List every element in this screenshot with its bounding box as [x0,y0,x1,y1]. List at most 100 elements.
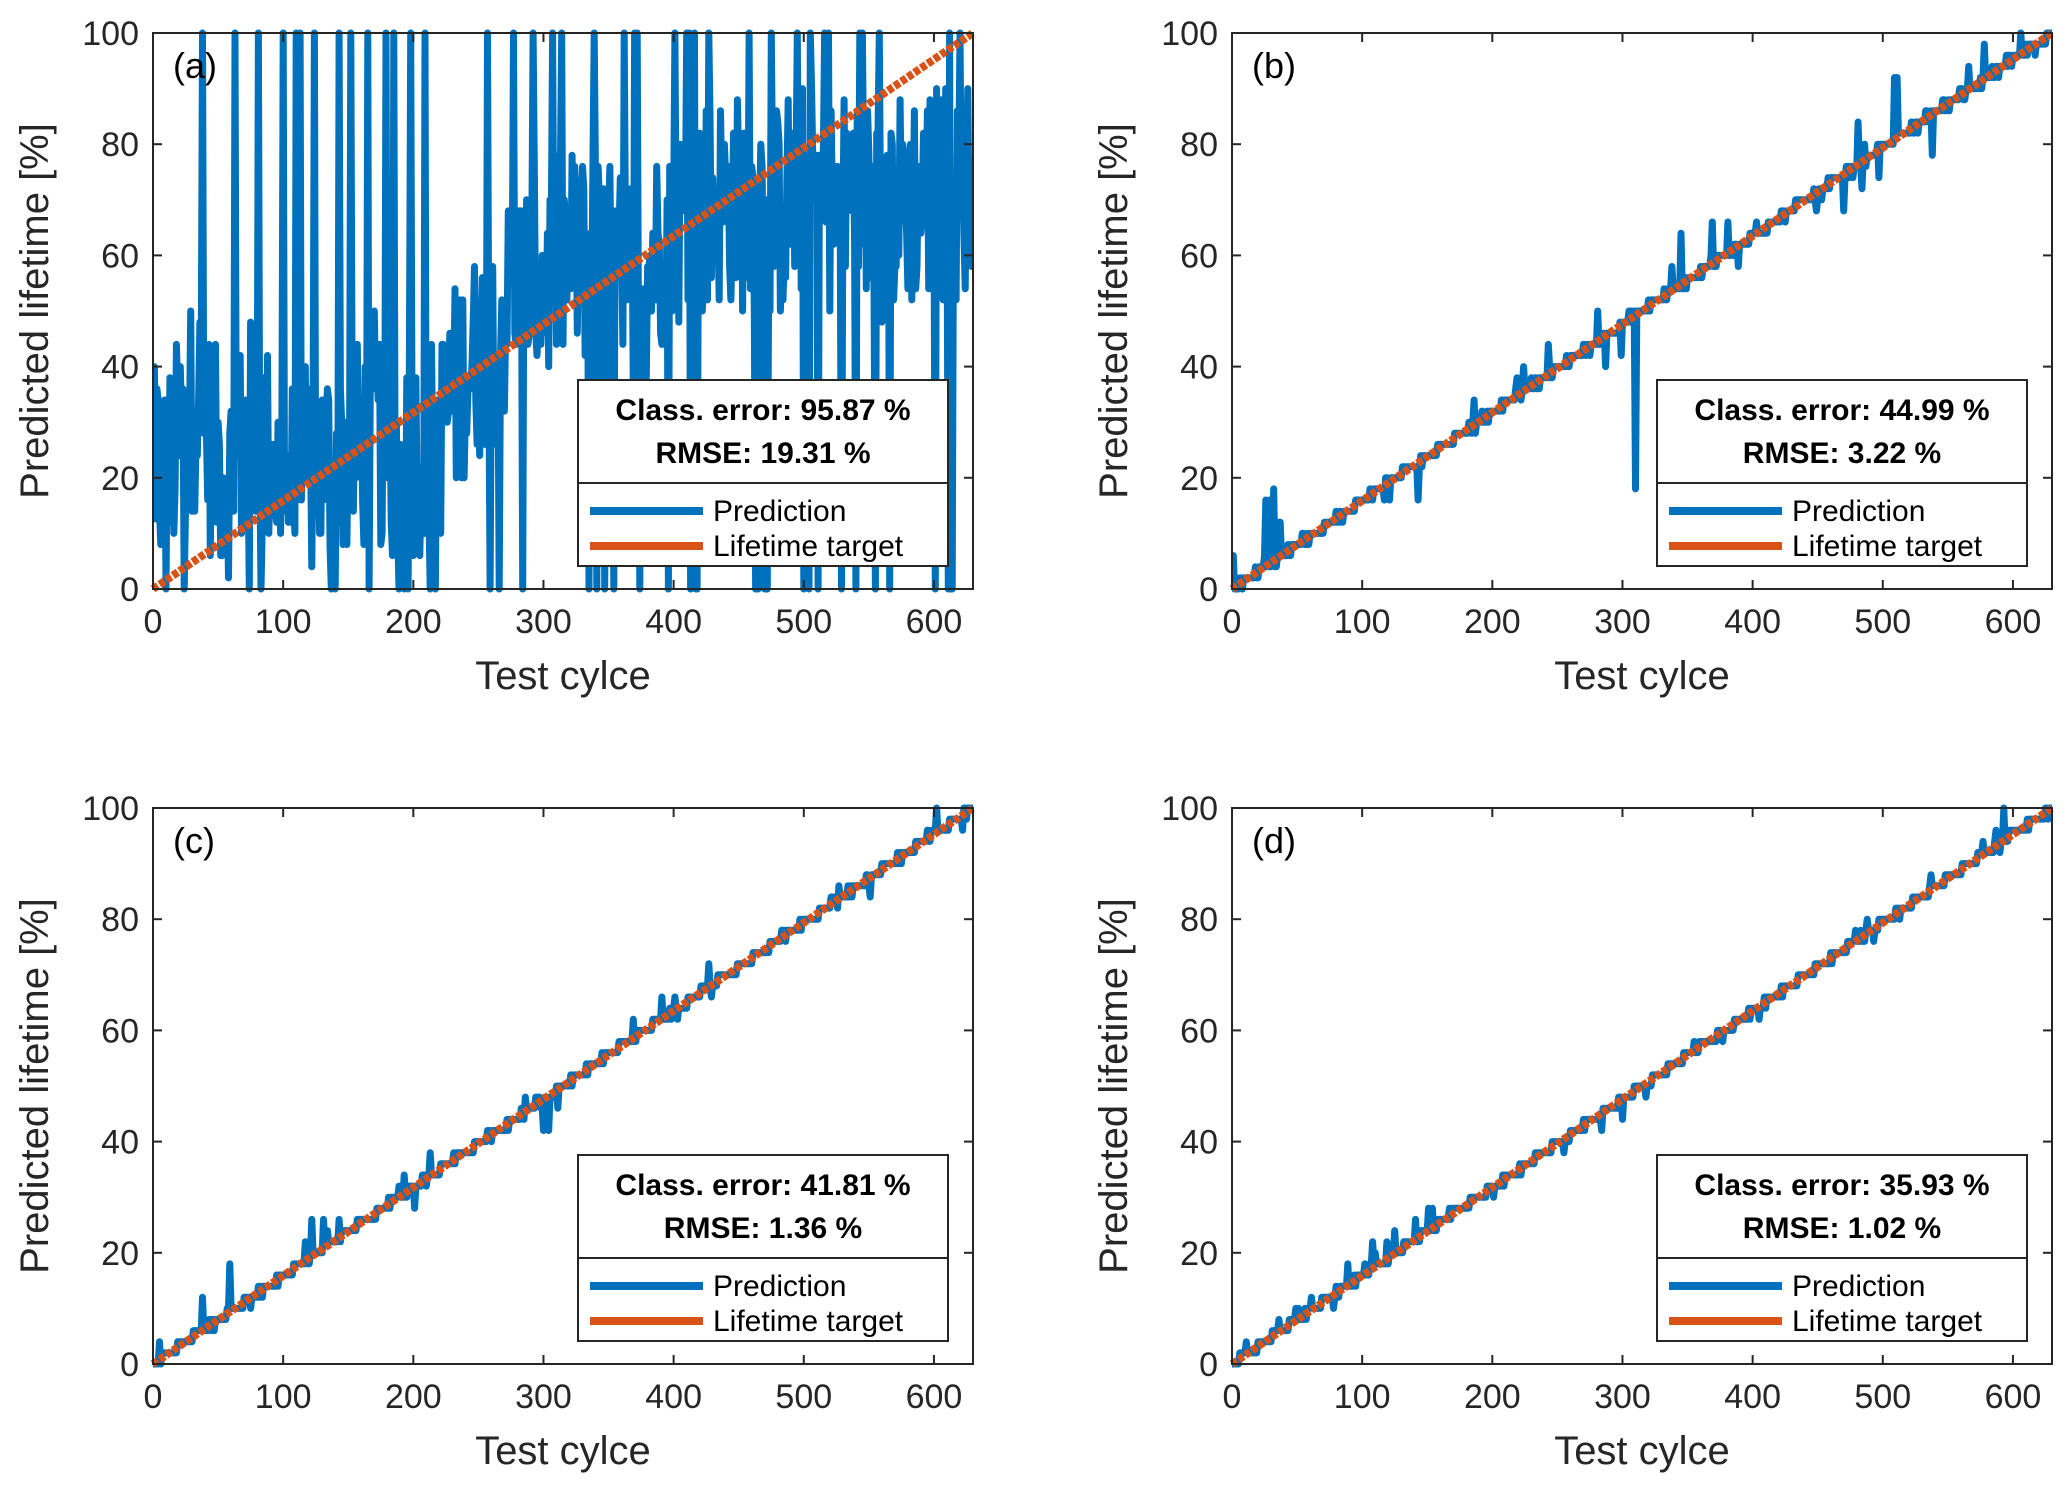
axes-frame [152,32,974,590]
x-tick-label: 100 [255,603,312,641]
y-tick-label: 40 [1180,349,1218,387]
x-tick-label: 400 [1724,1378,1781,1416]
y-tick-label: 60 [101,237,139,275]
y-tick-label: 100 [82,15,139,53]
y-tick-label: 80 [101,901,139,939]
y-axis-label: Predicted lifetime [%] [13,898,57,1274]
class-error-text: Class. error: 35.93 % [1694,1169,1989,1202]
class-error-text: Class. error: 44.99 % [1694,394,1989,427]
legend-prediction-label: Prediction [713,1270,846,1303]
y-tick-label: 20 [101,460,139,498]
y-tick-label: 80 [1180,901,1218,939]
legend-prediction-label: Prediction [1792,495,1925,528]
legend-box [1656,1154,2028,1342]
axes-frame [1231,32,2053,590]
legend-box [1656,379,2028,567]
chart-panel-d: 0 100 200 300 400 500 600 0 20 40 60 80 100 Test cylc… [1092,790,2055,1473]
y-tick-label: 0 [120,1346,139,1384]
x-tick-label: 200 [385,603,442,641]
lifetime-target-line [1229,29,2055,593]
panel-label: (d) [1252,820,1296,861]
x-tick-label: 400 [1724,603,1781,641]
x-tick-label: 200 [1464,603,1521,641]
y-tick-label: 20 [1180,1235,1218,1273]
x-tick-label: 400 [645,1378,702,1416]
y-tick-label: 60 [1180,237,1218,275]
rmse-text: RMSE: 3.22 % [1743,437,1941,470]
legend: Class. error: 95.87 % RMSE: 19.31 % Predic… [577,379,949,567]
y-tick-label: 60 [1180,1012,1218,1050]
rmse-text: RMSE: 1.36 % [664,1212,862,1245]
y-axis-label: Predicted lifetime [%] [1092,898,1136,1274]
y-tick-label: 80 [1180,126,1218,164]
legend: Class. error: 44.99 % RMSE: 3.22 % Predict… [1656,379,2028,567]
x-tick-label: 500 [775,603,832,641]
x-tick-label: 100 [1334,1378,1391,1416]
x-tick-label: 0 [1223,603,1242,641]
legend-target-label: Lifetime target [1792,1305,1983,1338]
x-tick-label: 300 [515,1378,572,1416]
rmse-text: RMSE: 1.02 % [1743,1212,1941,1245]
legend-target-label: Lifetime target [1792,530,1983,563]
y-axis-label: Predicted lifetime [%] [13,123,57,499]
x-tick-label: 200 [385,1378,442,1416]
lifetime-target-line [1229,804,2055,1368]
x-tick-label: 600 [1985,1378,2042,1416]
panel-label: (a) [173,45,217,86]
y-tick-label: 100 [1161,790,1218,828]
legend: Class. error: 41.81 % RMSE: 1.36 % Predict… [577,1154,949,1342]
axes-frame [152,807,974,1365]
chart-panel-b: 0 100 200 300 400 500 600 0 20 40 60 80 100 Test cylc… [1092,15,2055,698]
x-tick-label: 600 [1985,603,2042,641]
legend-box [577,379,949,567]
y-tick-label: 0 [120,571,139,609]
x-tick-label: 0 [144,603,163,641]
legend-target-label: Lifetime target [713,1305,904,1338]
y-tick-label: 60 [101,1012,139,1050]
axes-frame [1231,807,2053,1365]
x-tick-label: 300 [515,603,572,641]
legend-prediction-label: Prediction [713,495,846,528]
x-axis-label: Test cylce [1554,654,1730,698]
panel-label: (b) [1252,45,1296,86]
x-tick-label: 300 [1594,603,1651,641]
legend-box [577,1154,949,1342]
x-tick-label: 0 [1223,1378,1242,1416]
x-tick-label: 200 [1464,1378,1521,1416]
x-tick-label: 100 [255,1378,312,1416]
legend: Class. error: 35.93 % RMSE: 1.02 % Predict… [1656,1154,2028,1342]
lifetime-target-line [150,804,976,1368]
rmse-text: RMSE: 19.31 % [655,437,870,470]
legend-prediction-label: Prediction [1792,1270,1925,1303]
y-tick-label: 100 [82,790,139,828]
x-tick-label: 500 [1854,603,1911,641]
y-tick-label: 40 [101,1124,139,1162]
y-tick-label: 100 [1161,15,1218,53]
y-tick-label: 80 [101,126,139,164]
x-axis-label: Test cylce [475,1429,651,1473]
y-tick-label: 40 [101,349,139,387]
y-axis-label: Predicted lifetime [%] [1092,123,1136,499]
lifetime-target-line [150,29,976,593]
y-tick-label: 20 [101,1235,139,1273]
class-error-text: Class. error: 41.81 % [615,1169,910,1202]
chart-panel-a: 0 100 200 300 400 500 600 0 20 40 60 80 100 Test cylc… [13,15,976,698]
y-tick-label: 0 [1199,1346,1218,1384]
class-error-text: Class. error: 95.87 % [615,394,910,427]
x-tick-label: 500 [775,1378,832,1416]
panel-label: (c) [173,820,215,861]
x-tick-label: 600 [906,1378,963,1416]
y-tick-label: 0 [1199,571,1218,609]
x-tick-label: 0 [144,1378,163,1416]
x-axis-label: Test cylce [1554,1429,1730,1473]
x-tick-label: 100 [1334,603,1391,641]
legend-target-label: Lifetime target [713,530,904,563]
x-tick-label: 600 [906,603,963,641]
y-tick-label: 40 [1180,1124,1218,1162]
x-axis-label: Test cylce [475,654,651,698]
x-tick-label: 400 [645,603,702,641]
x-tick-label: 500 [1854,1378,1911,1416]
y-tick-label: 20 [1180,460,1218,498]
chart-panel-c: 0 100 200 300 400 500 600 0 20 40 60 80 100 Test cylc… [13,790,976,1473]
